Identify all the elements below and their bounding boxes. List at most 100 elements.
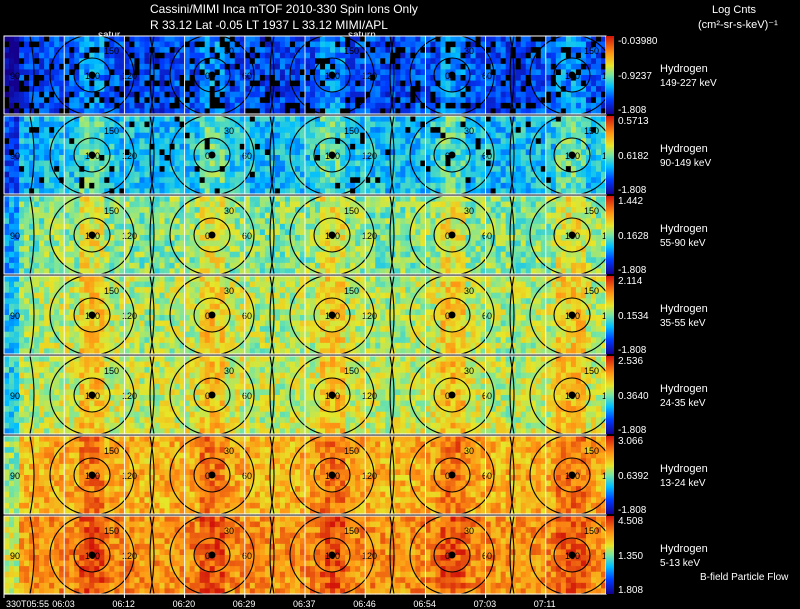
contour-label: 150	[104, 446, 119, 456]
contour-label: 60	[242, 311, 252, 321]
contour-line	[509, 356, 515, 434]
contour-line	[509, 436, 515, 514]
contour-line	[389, 356, 395, 434]
x-tick-label: 07:11	[534, 599, 556, 609]
field-center-dot	[568, 551, 576, 559]
contour-label: 180	[325, 471, 340, 481]
colorbar-mid-label: 0.1534	[618, 311, 649, 322]
contour-line	[269, 276, 275, 354]
species-label: Hydrogen	[660, 543, 708, 555]
contour-ring	[169, 356, 255, 434]
contour-ring	[529, 196, 606, 274]
contour-line	[269, 356, 275, 434]
contour-label: 90	[10, 231, 20, 241]
contour-line	[269, 356, 275, 434]
contour-label: 120	[122, 311, 137, 321]
contour-label: 120	[362, 231, 377, 241]
contour-ring	[289, 436, 375, 514]
contour-ring	[409, 196, 495, 274]
colorbar-mid-label: 0.6182	[618, 151, 649, 162]
colorbar	[606, 36, 614, 114]
contour-label: 60	[482, 151, 492, 161]
contour-ring	[313, 297, 351, 333]
contour-line	[269, 436, 275, 514]
contour-ring	[73, 297, 111, 333]
contour-line	[509, 276, 515, 354]
x-tick-label: 06:03	[52, 599, 75, 609]
colorbar-bottom-label: -1.808	[618, 265, 647, 276]
field-center-dot	[208, 71, 216, 79]
energy-label: 5-13 keV	[660, 558, 700, 569]
contour-label: 30	[464, 286, 474, 296]
field-center-dot	[448, 311, 456, 319]
contour-ring	[409, 356, 495, 434]
contour-label: 150	[344, 526, 359, 536]
contour-line	[269, 36, 275, 114]
contour-label: 150	[344, 206, 359, 216]
contour-label: 120	[362, 71, 377, 81]
contour-label: 120	[362, 311, 377, 321]
species-label: Hydrogen	[660, 303, 708, 315]
contour-line	[29, 116, 35, 194]
contour-label: 0	[205, 551, 210, 561]
contour-line	[149, 436, 155, 514]
contour-line	[29, 356, 35, 434]
contour-label: 180	[85, 471, 100, 481]
field-center-dot	[208, 311, 216, 319]
x-tick-label: 06:29	[233, 599, 256, 609]
contour-ring	[409, 516, 495, 594]
contour-group-0	[29, 36, 606, 114]
contour-line	[269, 36, 275, 114]
contour-ring	[433, 297, 471, 333]
field-center-dot	[328, 151, 336, 159]
contour-label: 180	[85, 231, 100, 241]
contour-ring	[529, 436, 606, 514]
contour-label: 60	[482, 311, 492, 321]
contour-line	[149, 36, 155, 114]
field-center-dot	[88, 391, 96, 399]
contour-label: 60	[242, 391, 252, 401]
colorbar	[606, 516, 614, 594]
species-label: Hydrogen	[660, 63, 708, 75]
contour-label: 120	[362, 471, 377, 481]
energy-label: 35-55 keV	[660, 318, 706, 329]
contour-ring	[529, 116, 606, 194]
contour-label: 180	[325, 551, 340, 561]
contour-ring	[409, 436, 495, 514]
colorbar	[606, 436, 614, 514]
contour-label: 150	[584, 126, 599, 136]
contour-label: 90	[10, 471, 20, 481]
contour-ring	[49, 516, 135, 594]
contour-line	[149, 516, 155, 594]
contour-ring	[529, 516, 606, 594]
contour-label: 30	[224, 366, 234, 376]
units-label-2: (cm²-sr-s-keV)⁻¹	[698, 19, 778, 31]
contour-line	[509, 436, 515, 514]
contour-label: 180	[85, 311, 100, 321]
contour-ring	[289, 196, 375, 274]
contour-label: 120	[362, 151, 377, 161]
field-center-dot	[208, 151, 216, 159]
contour-label: 120	[122, 391, 137, 401]
field-center-dot	[568, 471, 576, 479]
contour-ring	[553, 217, 591, 253]
contour-ring	[553, 377, 591, 413]
colorbar-top-label: 2.536	[618, 356, 643, 367]
contour-label: 180	[325, 231, 340, 241]
field-center-dot	[208, 551, 216, 559]
contour-line	[269, 196, 275, 274]
contour-ring	[73, 57, 111, 93]
contour-ring	[193, 57, 231, 93]
x-tick-label: 06:12	[112, 599, 135, 609]
colorbar-top-label: 2.114	[618, 276, 643, 287]
contour-line	[509, 516, 515, 594]
contour-label: 60	[482, 71, 492, 81]
field-center-dot	[328, 311, 336, 319]
contour-label: 90	[10, 551, 20, 561]
contour-label: 0	[205, 71, 210, 81]
contour-line	[509, 116, 515, 194]
contour-ring	[193, 297, 231, 333]
contour-label: 0	[445, 71, 450, 81]
contour-label: 120	[122, 151, 137, 161]
contour-line	[149, 196, 155, 274]
